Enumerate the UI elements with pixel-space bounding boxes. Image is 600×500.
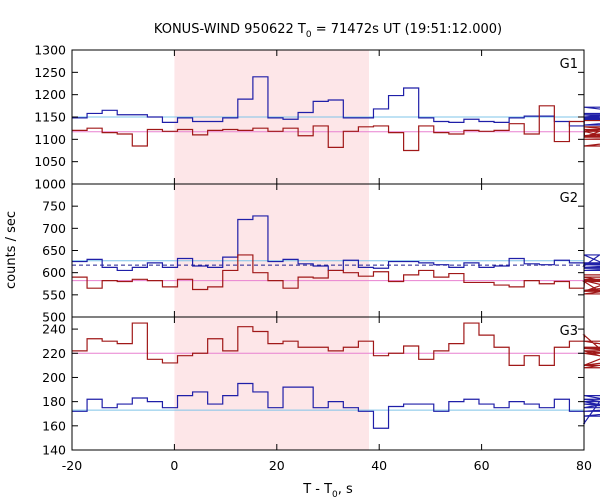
x-tick-label: 0 [170,458,178,473]
y-tick-label: 1000 [34,177,66,192]
x-axis-label: T - T0, s [302,482,353,500]
x-tick-label: -20 [62,458,82,473]
y-axis-label: counts / sec [4,211,19,289]
x-tick-label: 40 [371,458,387,473]
panel-label: G2 [560,191,578,206]
light-curve-blue [72,76,600,127]
panel-frame [71,316,585,451]
y-tick-label: 220 [42,346,66,361]
panel-g3: 140 160 180 200 220 240 G3 [42,316,600,458]
highlight-interval [174,50,369,450]
y-tick-label: 500 [42,310,66,325]
chart-title: KONUS-WIND 950622 T0 = 71472s UT (19:51:… [154,22,502,40]
y-tick-label: 600 [42,265,66,280]
light-curve-blue [72,382,600,429]
x-tick-label: 20 [269,458,285,473]
y-tick-label: 550 [42,287,66,302]
y-tick-label: 1050 [34,154,66,169]
y-tick-label: 160 [42,418,66,433]
x-tick-label: 60 [474,458,490,473]
panel-g1: 1000 1050 1100 1150 1200 1250 1300 G1 [34,43,600,192]
panel-g2: 500 550 600 650 700 750 G2 [42,183,600,325]
y-tick-label: 1250 [34,65,66,80]
y-tick-label: 1100 [34,132,66,147]
y-tick-label: 200 [42,370,66,385]
light-curve-red [72,254,600,295]
y-tick-label: 180 [42,394,66,409]
y-tick-label: 240 [42,322,66,337]
light-curve-red [72,322,600,369]
x-tick-label: 80 [576,458,592,473]
y-tick-label: 1200 [34,87,66,102]
plot-layer: 1000105011001150120012501300G15005506006… [34,43,600,473]
panel-label: G1 [560,57,578,72]
y-tick-label: 140 [42,443,66,458]
y-tick-label: 750 [42,199,66,214]
light-curve-red [72,105,600,152]
panel-label: G3 [560,324,578,339]
y-tick-label: 1300 [34,43,66,58]
light-curve-blue [72,215,600,272]
y-tick-label: 1150 [34,110,66,125]
y-tick-label: 700 [42,221,66,236]
y-tick-label: 650 [42,243,66,258]
